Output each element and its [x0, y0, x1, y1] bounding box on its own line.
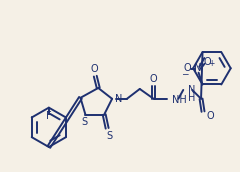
Text: F: F	[46, 111, 52, 121]
Text: O: O	[90, 64, 98, 74]
Text: S: S	[106, 131, 112, 141]
Text: O: O	[184, 63, 192, 73]
Text: H: H	[188, 93, 196, 103]
Text: O: O	[206, 111, 214, 121]
Text: NH: NH	[172, 95, 187, 105]
Text: O: O	[150, 74, 157, 84]
Text: N: N	[115, 94, 123, 104]
Text: −: −	[181, 69, 188, 78]
Text: N: N	[194, 63, 201, 73]
Text: S: S	[81, 117, 87, 127]
Text: N: N	[188, 85, 196, 95]
Text: O: O	[204, 57, 211, 67]
Text: +: +	[208, 59, 215, 68]
